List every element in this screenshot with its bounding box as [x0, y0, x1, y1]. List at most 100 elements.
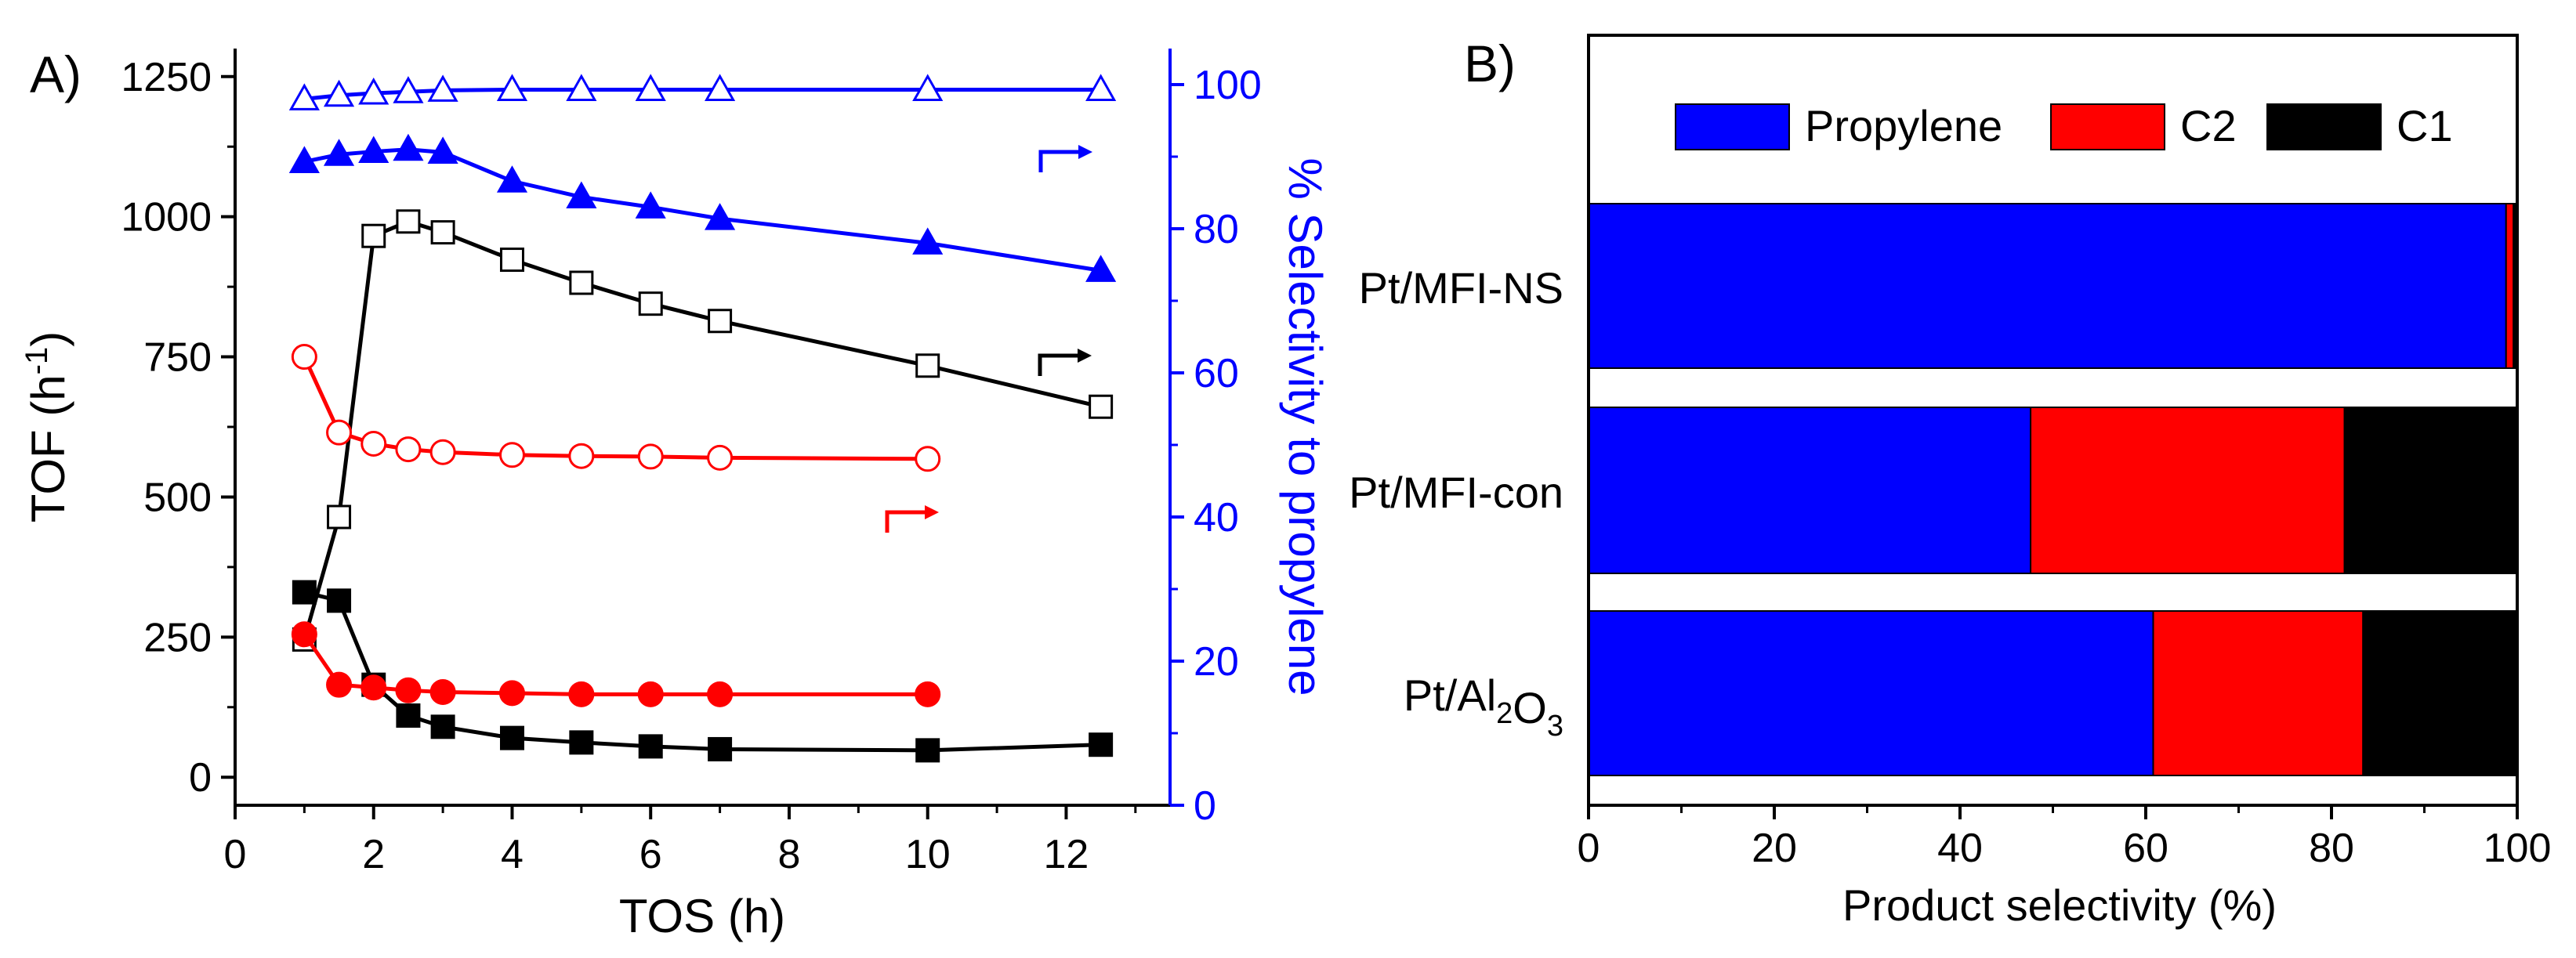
y-left-tick-label: 250 — [143, 615, 212, 660]
data-point — [569, 270, 594, 295]
legend-item-propylene: Propylene — [1675, 101, 2002, 150]
category-label-part: O — [1513, 683, 1547, 732]
bar-c1-1 — [2343, 407, 2519, 574]
data-point — [430, 714, 455, 739]
x-tick-label: 0 — [224, 832, 247, 877]
category-label-part: Pt/MFI-NS — [1359, 263, 1563, 313]
data-point — [393, 133, 424, 161]
y-left-tick-label: 500 — [143, 475, 212, 520]
y-left-axis-label-part: TOF (h — [22, 374, 74, 522]
legend-swatch — [1675, 103, 1790, 150]
x-axis-ticks: 0 20 40 60 80 100 — [1578, 805, 2552, 871]
data-point — [1089, 732, 1114, 757]
legend-swatch — [2050, 103, 2165, 150]
data-point — [637, 443, 664, 470]
x-tick-label: 4 — [501, 832, 524, 877]
data-point — [708, 736, 733, 761]
legend-item-c2: C2 — [2050, 101, 2237, 150]
category-label-part: Pt/Al — [1404, 671, 1496, 720]
category-label-part: 2 — [1496, 697, 1513, 730]
panel-a: A) 0 2 4 6 8 10 12 0 250 500 750 1000 1250 0 20 40 60 8… — [20, 45, 1331, 942]
data-point — [358, 77, 389, 105]
data-point — [569, 730, 594, 755]
data-point — [568, 681, 595, 707]
data-point — [499, 725, 524, 750]
y-right-tick-label: 20 — [1194, 639, 1239, 685]
arrow-head — [1078, 349, 1092, 363]
data-point — [638, 291, 663, 316]
data-point — [360, 430, 387, 457]
category-label-part: 3 — [1547, 710, 1563, 743]
y-left-axis-label-superscript: -1 — [20, 347, 54, 375]
series-black-filled-square-TOF — [292, 580, 1114, 763]
data-point — [705, 74, 736, 101]
series-red-filled-circle-TOF — [291, 621, 941, 707]
data-point — [323, 139, 355, 166]
series-blue-open-triangle-selectivity — [288, 74, 1117, 110]
series-blue-filled-triangle-selectivity — [288, 133, 1117, 282]
arrow-head — [925, 505, 939, 519]
data-point — [912, 74, 944, 101]
y-left-tick-label: 750 — [143, 335, 212, 381]
data-point — [1085, 74, 1117, 101]
data-point — [912, 227, 944, 255]
data-point — [1085, 255, 1117, 282]
data-point — [496, 165, 528, 193]
arrow-shaft — [1038, 150, 1078, 172]
category-label-part: Pt/MFI-con — [1349, 468, 1563, 517]
data-point — [707, 681, 734, 707]
data-point — [429, 439, 456, 465]
data-point — [498, 680, 525, 707]
data-point — [327, 504, 352, 530]
data-point — [427, 136, 458, 164]
bar-propylene-0 — [1588, 203, 2507, 369]
y-left-axis-label-part: ) — [22, 331, 74, 347]
series-line — [303, 633, 928, 696]
x-tick-label: 20 — [1752, 826, 1797, 871]
arrow-shaft — [1038, 353, 1078, 376]
x-axis-label: TOS (h) — [619, 890, 785, 942]
x-tick-label: 6 — [639, 832, 662, 877]
y-left-axis-ticks: 0 250 500 750 1000 1250 — [121, 55, 235, 801]
data-point — [635, 74, 666, 101]
x-tick-label: 80 — [2309, 826, 2354, 871]
y-right-tick-label: 60 — [1194, 351, 1239, 396]
data-point — [915, 353, 940, 378]
y-right-axis-label: % Selectivity to propylene — [1279, 157, 1331, 696]
data-point — [427, 74, 458, 102]
black-arrow-to-right-axis — [1038, 349, 1092, 376]
legend: Propylene C2 C1 — [1675, 101, 2453, 150]
y-left-tick-label: 1000 — [121, 195, 212, 240]
panel-a-annotations — [885, 145, 1092, 533]
data-point — [635, 191, 666, 219]
x-tick-label: 40 — [1937, 826, 1983, 871]
category-label: Pt/Al2O3 — [1404, 671, 1563, 743]
data-point — [707, 444, 734, 471]
data-point — [326, 671, 353, 698]
data-point — [566, 181, 597, 209]
data-point — [292, 580, 317, 605]
data-point — [395, 436, 422, 463]
x-tick-label: 0 — [1578, 826, 1600, 871]
data-point — [708, 309, 733, 334]
data-point — [430, 220, 455, 245]
x-tick-label: 100 — [2484, 826, 2552, 871]
data-point — [361, 223, 386, 248]
bar-c2-2 — [2152, 610, 2364, 776]
y-left-tick-label: 0 — [189, 755, 212, 801]
category-label: Pt/MFI-NS — [1359, 263, 1563, 313]
category-labels: Pt/MFI-NS Pt/MFI-con Pt/Al2O3 — [1349, 263, 1563, 743]
legend-swatch — [2266, 103, 2382, 150]
data-point — [429, 678, 456, 705]
legend-label: Propylene — [1805, 101, 2002, 150]
y-right-tick-label: 40 — [1194, 495, 1239, 540]
y-right-axis-ticks: 0 20 40 60 80 100 — [1170, 63, 1262, 829]
legend-label: C2 — [2180, 101, 2237, 150]
panel-b-label: B) — [1464, 34, 1516, 92]
y-right-tick-label: 100 — [1194, 63, 1262, 108]
bar-propylene-2 — [1588, 610, 2154, 776]
x-tick-label: 10 — [905, 832, 951, 877]
x-tick-label: 60 — [2123, 826, 2168, 871]
data-point — [396, 209, 421, 234]
